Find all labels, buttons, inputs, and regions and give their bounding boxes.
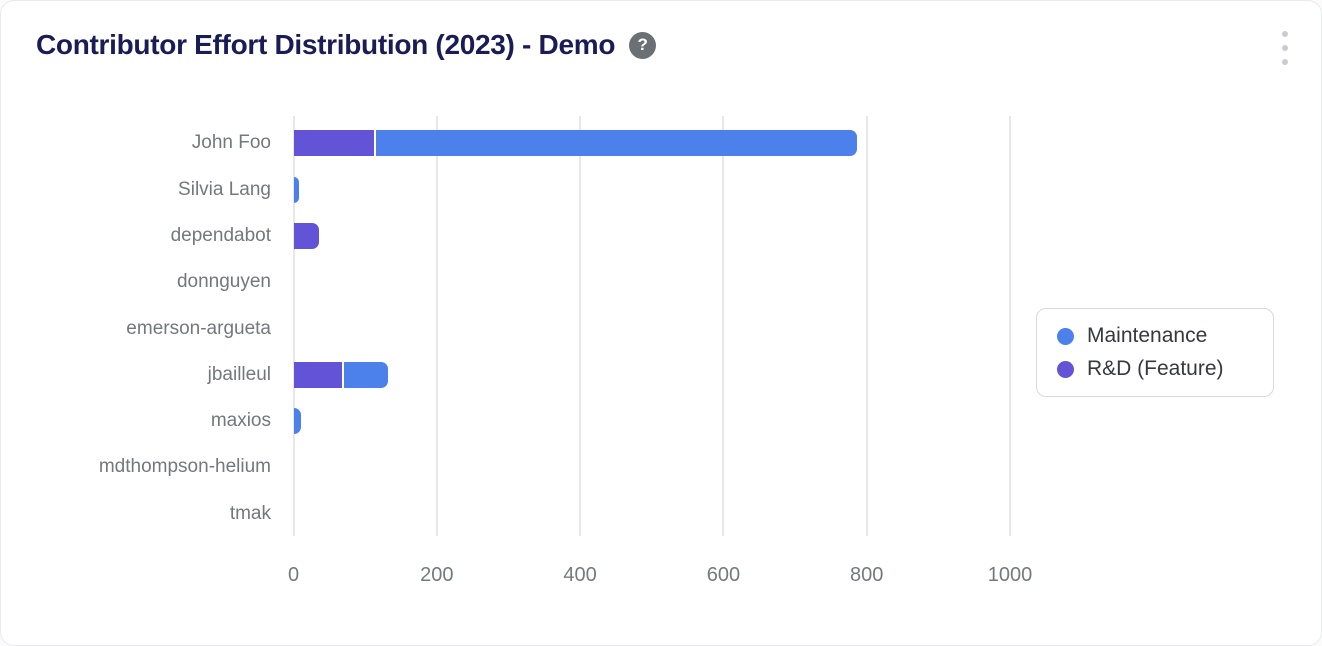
y-category-label: mdthompson-helium — [98, 456, 271, 478]
page-title: Contributor Effort Distribution (2023) -… — [36, 29, 616, 60]
y-category-label: donnguyen — [176, 271, 271, 293]
legend-item[interactable]: R&D (Feature) — [1057, 357, 1253, 381]
legend-color-dot — [1057, 360, 1074, 378]
kebab-dot — [1282, 59, 1288, 65]
legend-label: R&D (Feature) — [1087, 357, 1224, 380]
gridline-x-1000 — [1009, 116, 1011, 536]
x-tick-label: 1000 — [987, 564, 1033, 586]
y-category-label: tmak — [229, 502, 271, 524]
y-category-label: emerson-argueta — [126, 317, 271, 339]
x-tick-label: 800 — [850, 564, 884, 586]
bar-segment[interactable] — [293, 130, 375, 157]
y-category-label: maxios — [210, 410, 271, 432]
gridline-x-0 — [292, 116, 295, 536]
x-tick-label: 0 — [287, 564, 300, 586]
kebab-dot — [1282, 45, 1288, 51]
x-tick-label: 200 — [420, 564, 454, 586]
gridline-x-200 — [435, 116, 438, 536]
x-tick-label: 600 — [706, 564, 741, 586]
x-tick-label: 400 — [563, 564, 597, 586]
y-category-label: Silvia Lang — [178, 178, 271, 200]
legend-label: Maintenance — [1087, 324, 1208, 347]
y-category-label: jbailleul — [207, 363, 271, 385]
gridline-x-400 — [579, 116, 582, 536]
bar-segment[interactable] — [293, 361, 342, 388]
legend-color-dot — [1057, 327, 1074, 345]
kebab-menu-icon[interactable] — [1275, 31, 1295, 65]
gridline-x-600 — [722, 116, 725, 536]
bar-segment[interactable] — [376, 130, 857, 157]
help-icon[interactable]: ? — [629, 31, 657, 59]
y-category-label: dependabot — [170, 224, 271, 246]
chart-header: Contributor Effort Distribution (2023) -… — [36, 29, 1297, 61]
bar-segment[interactable] — [293, 222, 319, 249]
kebab-dot — [1282, 31, 1288, 37]
bar-segment[interactable] — [293, 408, 302, 435]
legend-item[interactable]: Maintenance — [1057, 324, 1253, 348]
y-category-label: John Foo — [191, 132, 271, 154]
chart-legend: Maintenance R&D (Feature) — [1036, 308, 1274, 397]
bar-segment[interactable] — [293, 176, 300, 203]
bar-segment[interactable] — [343, 361, 388, 388]
gridline-x-800 — [865, 116, 868, 536]
